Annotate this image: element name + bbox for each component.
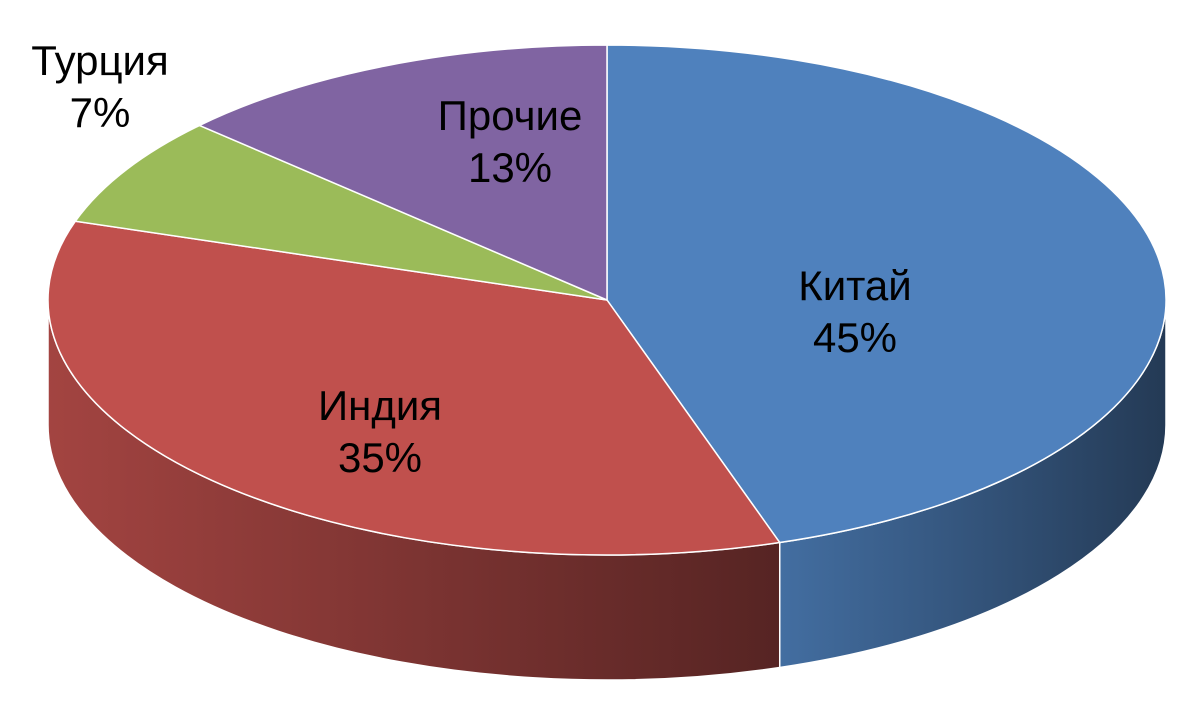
category-label: Турция <box>31 37 168 84</box>
pie-slice <box>606 44 1167 544</box>
value-label: 13% <box>468 144 552 191</box>
slice-label: Индия 35% <box>318 382 442 481</box>
value-label: 35% <box>338 434 422 481</box>
category-label: Китай <box>798 262 912 309</box>
category-label: Прочие <box>438 92 583 139</box>
slice-label: Турция 7% <box>31 37 168 136</box>
pie-labels: Китай 45% Индия 35% Турция 7% Прочие 13% <box>31 37 911 481</box>
pie-slice <box>74 124 608 301</box>
slice-label: Китай 45% <box>798 262 912 361</box>
pie-slice <box>197 44 608 302</box>
value-label: 7% <box>70 89 131 136</box>
value-label: 45% <box>813 314 897 361</box>
pie-tops <box>47 44 1167 556</box>
pie-slice <box>47 220 782 556</box>
slice-label: Прочие 13% <box>438 92 583 191</box>
category-label: Индия <box>318 382 442 429</box>
